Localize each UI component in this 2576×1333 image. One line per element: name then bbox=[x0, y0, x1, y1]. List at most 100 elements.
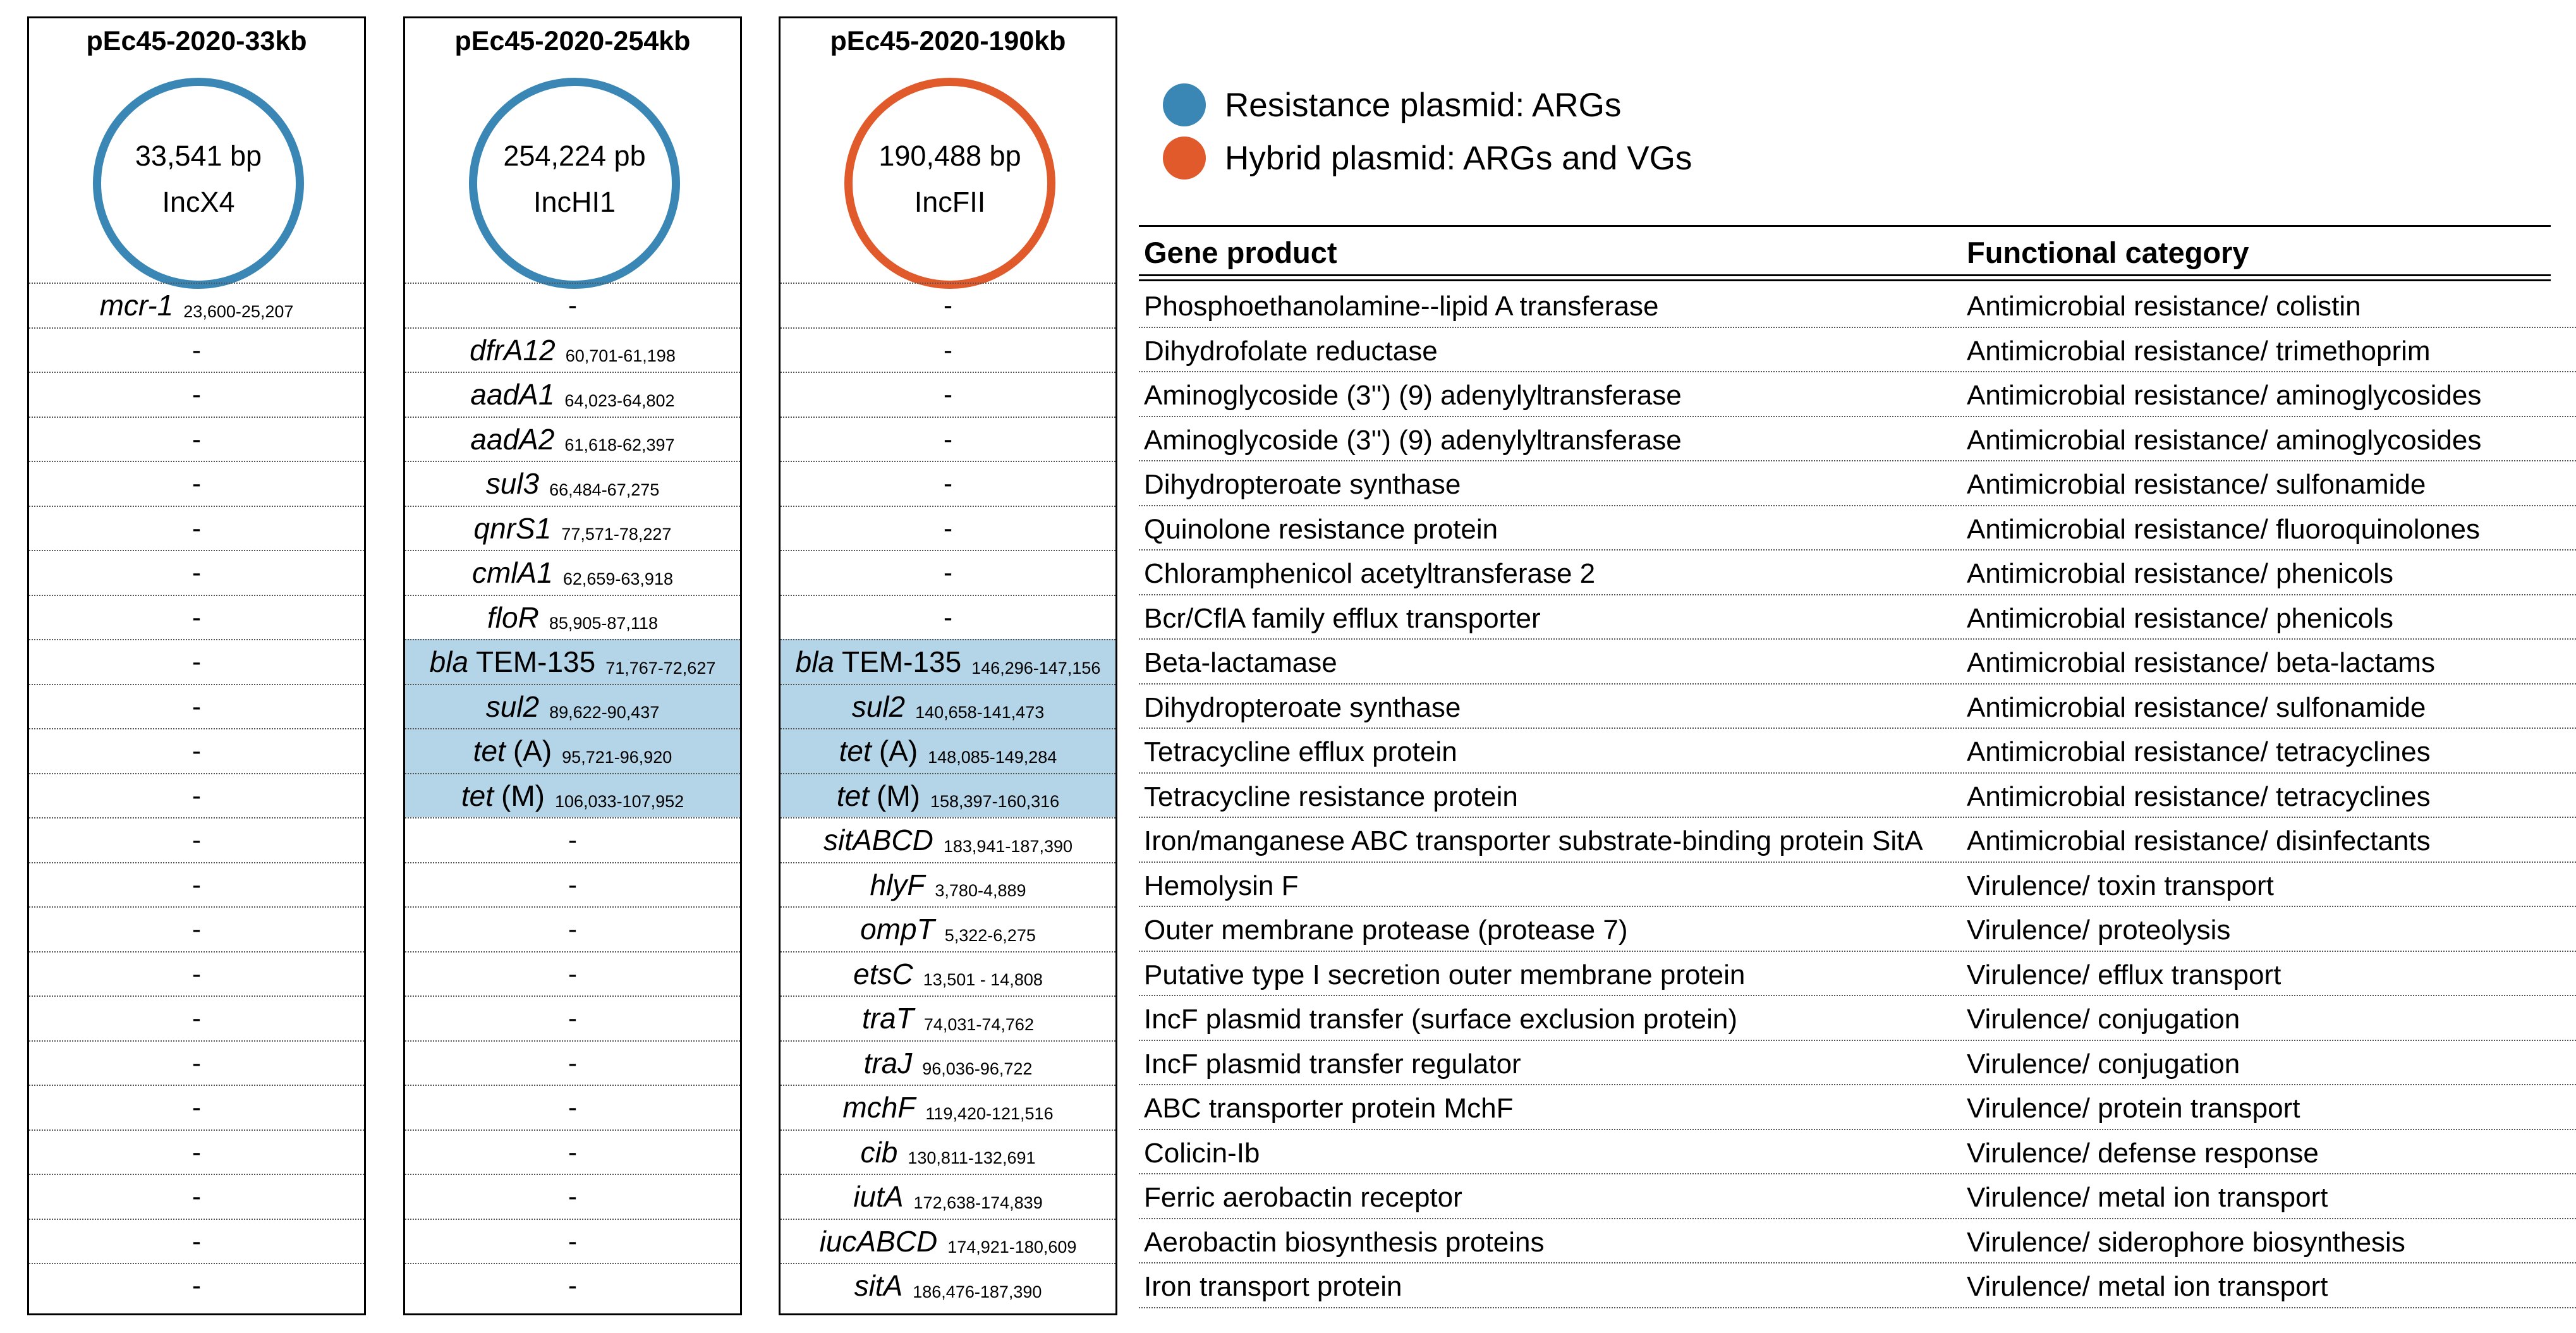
gene-name: ompT bbox=[860, 913, 935, 946]
table-row: Dihydropteroate synthase Antimicrobial re… bbox=[1139, 685, 2576, 729]
gene-name: dfrA12 bbox=[470, 333, 556, 367]
gene-coordinates: 77,571-78,227 bbox=[561, 525, 672, 544]
gene-cell: tet (A) 95,721-96,920 bbox=[405, 728, 740, 773]
gene-coordinates: 85,905-87,118 bbox=[549, 614, 658, 633]
empty-dash: - bbox=[192, 1226, 201, 1256]
empty-dash: - bbox=[944, 334, 952, 365]
gene-coordinates: 146,296-147,156 bbox=[971, 658, 1101, 678]
empty-dash: - bbox=[192, 958, 201, 989]
plasmid-title: pEc45-2020-254kb bbox=[454, 26, 691, 56]
gene-name: cmlA1 bbox=[472, 556, 553, 590]
functional-category: Antimicrobial resistance/ colistin bbox=[1967, 291, 2361, 322]
legend-resistance: Resistance plasmid: ARGs bbox=[1163, 83, 1621, 126]
gene-product: Iron/manganese ABC transporter substrate… bbox=[1144, 825, 1923, 856]
gene-name: mcr-1 bbox=[99, 289, 174, 322]
gene-prefix: bla bbox=[429, 645, 469, 679]
header-gene-product: Gene product bbox=[1144, 236, 1337, 269]
plasmid-size: 190,488 bp bbox=[878, 140, 1021, 172]
gene-name: TEM-135 bbox=[842, 645, 962, 679]
plasmid-column-190kb: pEc45-2020-190kb 190,488 bp IncFII - - - - -… bbox=[779, 16, 1117, 1315]
gene-name: (M) bbox=[501, 779, 545, 812]
table-row: Iron/manganese ABC transporter substrate… bbox=[1139, 818, 2576, 863]
gene-cell: - bbox=[29, 1040, 364, 1085]
empty-dash: - bbox=[192, 736, 201, 766]
table-row: Dihydrofolate reductase Antimicrobial res… bbox=[1139, 328, 2576, 372]
gene-prefix: tet bbox=[839, 734, 872, 768]
gene-cell: cmlA1 62,659-63,918 bbox=[405, 550, 740, 595]
gene-cell: ompT 5,322-6,275 bbox=[781, 906, 1115, 951]
functional-category: Virulence/ siderophore biosynthesis bbox=[1967, 1226, 2405, 1258]
empty-dash: - bbox=[568, 1047, 577, 1078]
gene-cell: sul2 140,658-141,473 bbox=[781, 683, 1115, 728]
empty-dash: - bbox=[192, 423, 201, 454]
gene-product: Dihydropteroate synthase bbox=[1144, 469, 1461, 500]
empty-dash: - bbox=[192, 468, 201, 499]
orange-dot-icon bbox=[1163, 137, 1206, 180]
gene-coordinates: 66,484-67,275 bbox=[549, 480, 660, 499]
gene-cell: - bbox=[405, 817, 740, 862]
empty-dash: - bbox=[192, 557, 201, 588]
gene-cell: - bbox=[29, 505, 364, 551]
gene-name: sitA bbox=[854, 1269, 903, 1303]
header-rule-1 bbox=[1139, 274, 2551, 276]
gene-coordinates: 148,085-149,284 bbox=[928, 747, 1057, 767]
gene-name: cib bbox=[860, 1135, 898, 1169]
gene-name: sul3 bbox=[485, 467, 540, 501]
gene-cell: - bbox=[29, 951, 364, 996]
functional-category: Virulence/ defense response bbox=[1967, 1137, 2319, 1169]
gene-product: Aerobactin biosynthesis proteins bbox=[1144, 1226, 1545, 1258]
functional-category: Antimicrobial resistance/ tetracyclines bbox=[1967, 781, 2431, 812]
gene-cell: - bbox=[29, 995, 364, 1040]
table-row: Quinolone resistance protein Antimicrobia… bbox=[1139, 506, 2576, 551]
gene-product: Quinolone resistance protein bbox=[1144, 513, 1498, 545]
empty-dash: - bbox=[944, 513, 952, 543]
gene-product: Bcr/CflA family efflux transporter bbox=[1144, 602, 1541, 634]
gene-cell: - bbox=[29, 372, 364, 417]
plasmid-ring-icon: 33,541 bp IncX4 bbox=[93, 78, 304, 289]
gene-coordinates: 74,031-74,762 bbox=[923, 1014, 1034, 1034]
gene-product: Beta-lactamase bbox=[1144, 647, 1337, 678]
gene-coordinates: 61,618-62,397 bbox=[564, 435, 675, 455]
table-row: Beta-lactamase Antimicrobial resistance/ … bbox=[1139, 640, 2576, 685]
gene-coordinates: 62,659-63,918 bbox=[562, 569, 673, 588]
empty-dash: - bbox=[568, 869, 577, 899]
gene-cell: tet (M) 106,033-107,952 bbox=[405, 772, 740, 817]
gene-cell: - bbox=[29, 1129, 364, 1174]
gene-name: traT bbox=[862, 1002, 914, 1035]
table-row: ABC transporter protein MchF Virulence/ p… bbox=[1139, 1085, 2576, 1130]
table-top-rule bbox=[1139, 225, 2551, 227]
gene-product: Outer membrane protease (protease 7) bbox=[1144, 915, 1628, 946]
gene-product: Aminoglycoside (3'') (9) adenylyltransfe… bbox=[1144, 380, 1682, 411]
gene-cell: mchF 119,420-121,516 bbox=[781, 1085, 1115, 1129]
gene-cell: sul3 66,484-67,275 bbox=[405, 461, 740, 506]
gene-product: Dihydrofolate reductase bbox=[1144, 335, 1438, 367]
gene-name: sitABCD bbox=[823, 824, 933, 857]
gene-cell: tet (A) 148,085-149,284 bbox=[781, 728, 1115, 773]
gene-cell: - bbox=[29, 1263, 364, 1308]
gene-coordinates: 183,941-187,390 bbox=[943, 836, 1072, 856]
plasmid-size: 254,224 pb bbox=[503, 140, 646, 172]
gene-cell: - bbox=[405, 861, 740, 907]
gene-coordinates: 13,501 - 14,808 bbox=[923, 970, 1043, 990]
functional-category: Antimicrobial resistance/ sulfonamide bbox=[1967, 469, 2426, 500]
gene-product: Ferric aerobactin receptor bbox=[1144, 1182, 1462, 1213]
gene-name: iutA bbox=[853, 1180, 904, 1214]
gene-product: Aminoglycoside (3'') (9) adenylyltransfe… bbox=[1144, 424, 1682, 456]
table-row: IncF plasmid transfer (surface exclusion… bbox=[1139, 996, 2576, 1041]
gene-cell: - bbox=[29, 594, 364, 640]
gene-cell: - bbox=[405, 1085, 740, 1129]
empty-dash: - bbox=[944, 557, 952, 588]
gene-cell: - bbox=[29, 550, 364, 595]
empty-dash: - bbox=[192, 1270, 201, 1301]
gene-name: (A) bbox=[878, 734, 918, 768]
gene-coordinates: 5,322-6,275 bbox=[944, 925, 1036, 945]
plasmid-title: pEc45-2020-33kb bbox=[86, 26, 307, 56]
functional-category: Antimicrobial resistance/ aminoglycoside… bbox=[1967, 380, 2482, 411]
empty-dash: - bbox=[568, 825, 577, 855]
functional-category: Virulence/ proteolysis bbox=[1967, 915, 2231, 946]
gene-cell: - bbox=[781, 461, 1115, 506]
gene-cell: traT 74,031-74,762 bbox=[781, 995, 1115, 1040]
gene-cell: - bbox=[29, 861, 364, 907]
gene-cell: - bbox=[405, 1174, 740, 1219]
gene-cell: sitA 186,476-187,390 bbox=[781, 1263, 1115, 1308]
